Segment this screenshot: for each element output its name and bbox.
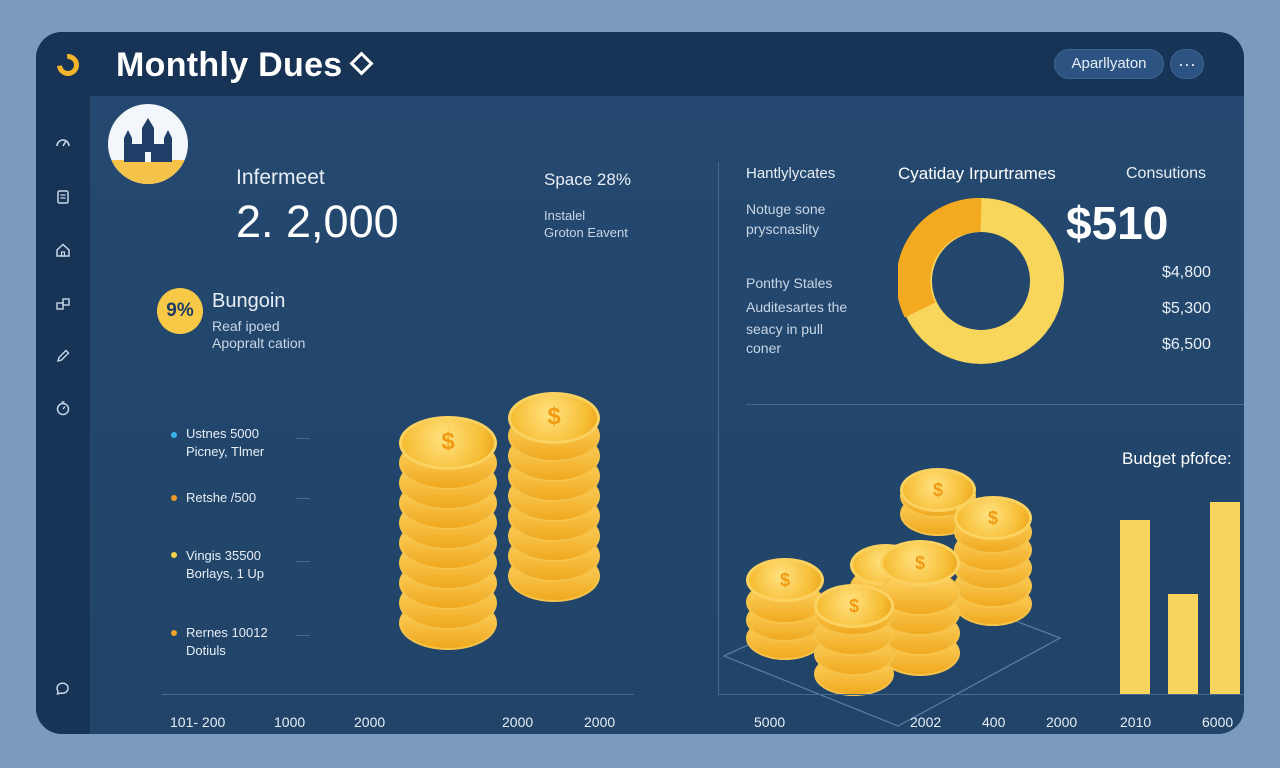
- left-axis-tick-1: 101- 200: [170, 714, 226, 730]
- right-axis-tick-6: 6000: [1202, 714, 1234, 730]
- dollar-coin-icon: $: [746, 558, 824, 602]
- application-button[interactable]: Aparllyaton: [1054, 49, 1164, 79]
- list-item-2-line1: Retshe /500: [186, 490, 257, 505]
- dollar-coin-icon: $: [954, 496, 1032, 540]
- list-tick-1: [296, 438, 310, 439]
- avatar-sun-shape: [108, 160, 188, 184]
- col2-header: Cyatiday Irpurtrames: [898, 164, 1056, 183]
- main-content: Infermeet 2. 2,000 Space 28% Instalel Gr…: [90, 96, 1244, 734]
- diamond-icon: [348, 51, 374, 76]
- receipt-icon[interactable]: [53, 188, 73, 208]
- note1-line1: Notuge sone: [746, 201, 826, 217]
- list-item-1-line1: Ustnes 5000: [186, 426, 259, 441]
- left-axis-tick-2: 1000: [274, 714, 306, 730]
- dollar-coin-icon: $: [399, 416, 497, 470]
- pencil-icon[interactable]: [53, 347, 73, 367]
- list-tick-3: [296, 561, 310, 562]
- value-3: $6,500: [1162, 336, 1211, 353]
- right-axis-tick-5: 2010: [1120, 714, 1152, 730]
- sidebar: [36, 96, 90, 734]
- col1-header: Hantlylycates: [746, 165, 836, 182]
- summary-note-line1: Instalel: [544, 208, 586, 223]
- header-bar: Monthly Dues Aparllyaton ···: [36, 32, 1244, 96]
- dollar-coin-icon: $: [508, 392, 600, 444]
- list-item-3-line1: Vingis 35500: [186, 548, 261, 563]
- note2-line1: Ponthy Stales: [746, 275, 833, 291]
- note1-line2: pryscnaslity: [746, 221, 820, 237]
- donut-ring: [898, 198, 1064, 364]
- list-item-4-line1: Rernes 10012: [186, 625, 268, 640]
- badge-title: Bungoin: [212, 290, 286, 312]
- right-axis-line: [718, 694, 1244, 695]
- list-item-4-line2: Dotiuls: [186, 643, 226, 658]
- left-axis-line: [162, 694, 634, 695]
- left-axis-tick-4: 2000: [502, 714, 534, 730]
- castle-icon: [124, 118, 172, 162]
- dollar-coin-icon: $: [880, 540, 960, 586]
- list-dot-2: [171, 495, 177, 501]
- col3-header: Consutions: [1126, 165, 1207, 182]
- budget-bar-2: [1168, 594, 1198, 694]
- big-value: $510: [1066, 197, 1169, 249]
- badge-line2: Apopralt cation: [212, 335, 306, 351]
- list-item-1-line2: Picney, Tlmer: [186, 444, 265, 459]
- list-dot-3: [171, 552, 177, 558]
- brand-logo-icon: [52, 49, 84, 81]
- space-label: Space 28%: [544, 170, 631, 189]
- right-axis-tick-1: 5000: [754, 714, 786, 730]
- castle-avatar: [108, 104, 188, 184]
- right-axis-tick-2: 2002: [910, 714, 942, 730]
- stack-icon[interactable]: [53, 295, 73, 315]
- page-title: Monthly Dues: [116, 46, 374, 85]
- note2-line2: Auditesartes the: [746, 299, 848, 315]
- note2-line4: coner: [746, 340, 782, 356]
- value-1: $4,800: [1162, 264, 1211, 281]
- summary-note-line2: Groton Eavent: [544, 225, 628, 240]
- dollar-coin-icon: $: [814, 584, 894, 628]
- note2-line3: seacy in pull: [746, 321, 824, 337]
- right-axis-tick-4: 2000: [1046, 714, 1078, 730]
- more-options-button[interactable]: ···: [1170, 49, 1204, 79]
- timer-icon[interactable]: [53, 399, 73, 419]
- list-tick-4: [296, 635, 310, 636]
- list-dot-4: [171, 630, 177, 636]
- value-2: $5,300: [1162, 300, 1211, 317]
- right-axis-tick-3: 400: [982, 714, 1006, 730]
- dollar-coin-icon: $: [900, 468, 976, 512]
- home-icon[interactable]: [53, 241, 73, 261]
- summary-amount: 2. 2,000: [236, 196, 399, 247]
- badge-line1: Reaf ipoed: [212, 318, 280, 334]
- gauge-icon[interactable]: [53, 134, 73, 154]
- left-axis-tick-5: 2000: [584, 714, 616, 730]
- list-dot-1: [171, 432, 177, 438]
- summary-label: Infermeet: [236, 166, 325, 189]
- list-item-3-line2: Borlays, 1 Up: [186, 566, 265, 581]
- budget-label: Budget pfofce:: [1122, 449, 1232, 468]
- budget-bar-3: [1210, 502, 1240, 694]
- left-axis-tick-3: 2000: [354, 714, 386, 730]
- app-window: Monthly Dues Aparllyaton ···: [36, 32, 1244, 734]
- panel-divider: [718, 162, 719, 694]
- list-tick-2: [296, 498, 310, 499]
- chat-icon[interactable]: [53, 679, 73, 699]
- budget-bar-1: [1120, 520, 1150, 694]
- right-separator: [746, 404, 1244, 405]
- percent-badge: 9%: [157, 288, 203, 334]
